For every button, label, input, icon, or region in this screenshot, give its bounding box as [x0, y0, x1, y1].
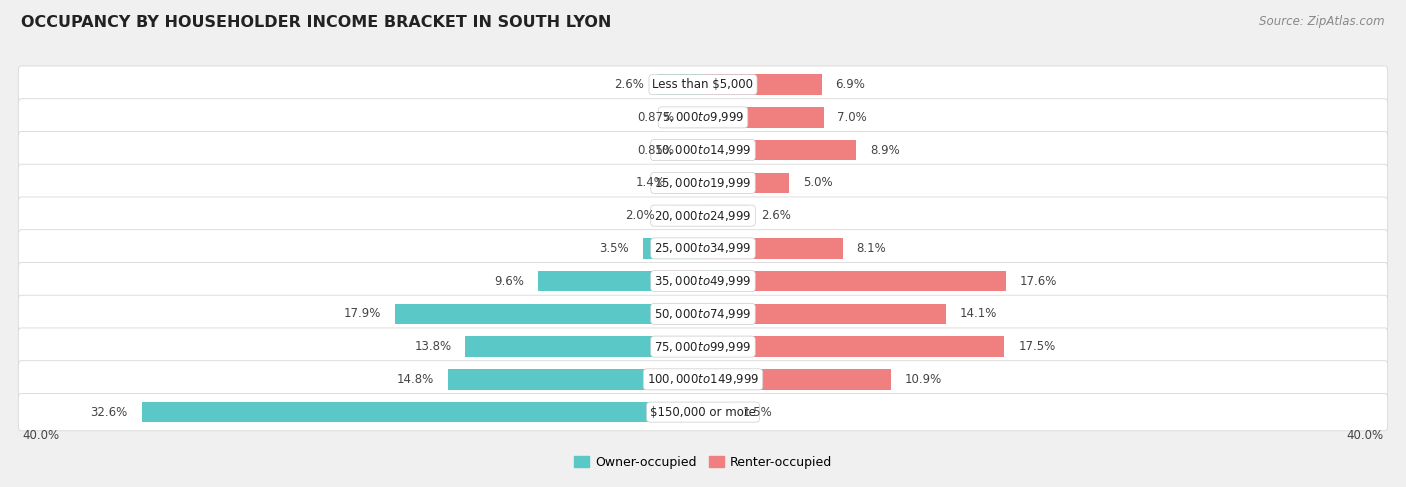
Bar [703, 238, 842, 259]
Text: 17.6%: 17.6% [1019, 275, 1057, 288]
Bar [703, 304, 946, 324]
Text: 5.0%: 5.0% [803, 176, 832, 189]
Text: Less than $5,000: Less than $5,000 [652, 78, 754, 91]
Bar [658, 75, 703, 95]
Bar [703, 402, 728, 422]
FancyBboxPatch shape [18, 361, 1388, 398]
Text: 13.8%: 13.8% [415, 340, 451, 353]
Text: 0.85%: 0.85% [637, 144, 675, 157]
Bar [688, 107, 703, 128]
Bar [703, 206, 748, 226]
Bar [679, 173, 703, 193]
FancyBboxPatch shape [18, 295, 1388, 333]
Bar [703, 337, 1004, 357]
Text: 2.0%: 2.0% [626, 209, 655, 222]
Bar [669, 206, 703, 226]
Text: 1.5%: 1.5% [742, 406, 772, 419]
Text: $35,000 to $49,999: $35,000 to $49,999 [654, 274, 752, 288]
Text: $75,000 to $99,999: $75,000 to $99,999 [654, 339, 752, 354]
Text: 1.4%: 1.4% [636, 176, 665, 189]
FancyBboxPatch shape [18, 393, 1388, 431]
Text: 8.1%: 8.1% [856, 242, 886, 255]
FancyBboxPatch shape [18, 262, 1388, 300]
Text: 40.0%: 40.0% [22, 429, 60, 442]
Text: OCCUPANCY BY HOUSEHOLDER INCOME BRACKET IN SOUTH LYON: OCCUPANCY BY HOUSEHOLDER INCOME BRACKET … [21, 15, 612, 30]
FancyBboxPatch shape [18, 131, 1388, 169]
Legend: Owner-occupied, Renter-occupied: Owner-occupied, Renter-occupied [568, 451, 838, 474]
Bar [449, 369, 703, 390]
Bar [703, 173, 789, 193]
FancyBboxPatch shape [18, 99, 1388, 136]
Text: 6.9%: 6.9% [835, 78, 866, 91]
FancyBboxPatch shape [18, 230, 1388, 267]
Bar [703, 271, 1007, 291]
Text: $25,000 to $34,999: $25,000 to $34,999 [654, 242, 752, 255]
Text: $5,000 to $9,999: $5,000 to $9,999 [662, 111, 744, 124]
FancyBboxPatch shape [18, 328, 1388, 365]
Text: 32.6%: 32.6% [90, 406, 128, 419]
Text: 7.0%: 7.0% [838, 111, 868, 124]
FancyBboxPatch shape [18, 164, 1388, 202]
Text: 14.1%: 14.1% [960, 307, 997, 320]
Bar [689, 140, 703, 160]
Bar [537, 271, 703, 291]
Text: 8.9%: 8.9% [870, 144, 900, 157]
Text: $20,000 to $24,999: $20,000 to $24,999 [654, 208, 752, 223]
Bar [142, 402, 703, 422]
Text: 10.9%: 10.9% [904, 373, 942, 386]
Bar [703, 75, 823, 95]
Text: Source: ZipAtlas.com: Source: ZipAtlas.com [1260, 15, 1385, 28]
Text: $150,000 or more: $150,000 or more [650, 406, 756, 419]
Text: $15,000 to $19,999: $15,000 to $19,999 [654, 176, 752, 190]
Text: $50,000 to $74,999: $50,000 to $74,999 [654, 307, 752, 321]
Text: 2.6%: 2.6% [762, 209, 792, 222]
Bar [703, 140, 856, 160]
Text: 17.9%: 17.9% [343, 307, 381, 320]
Text: 2.6%: 2.6% [614, 78, 644, 91]
Text: 14.8%: 14.8% [396, 373, 434, 386]
Bar [395, 304, 703, 324]
Text: 3.5%: 3.5% [599, 242, 628, 255]
Bar [703, 369, 891, 390]
FancyBboxPatch shape [18, 197, 1388, 234]
Bar [703, 107, 824, 128]
Text: $100,000 to $149,999: $100,000 to $149,999 [647, 373, 759, 386]
Bar [643, 238, 703, 259]
Text: $10,000 to $14,999: $10,000 to $14,999 [654, 143, 752, 157]
Text: 17.5%: 17.5% [1018, 340, 1056, 353]
Bar [465, 337, 703, 357]
Text: 40.0%: 40.0% [1346, 429, 1384, 442]
Text: 9.6%: 9.6% [494, 275, 524, 288]
Text: 0.87%: 0.87% [637, 111, 675, 124]
FancyBboxPatch shape [18, 66, 1388, 103]
